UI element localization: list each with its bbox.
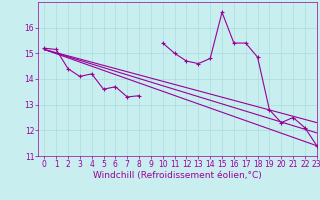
X-axis label: Windchill (Refroidissement éolien,°C): Windchill (Refroidissement éolien,°C) xyxy=(93,171,262,180)
